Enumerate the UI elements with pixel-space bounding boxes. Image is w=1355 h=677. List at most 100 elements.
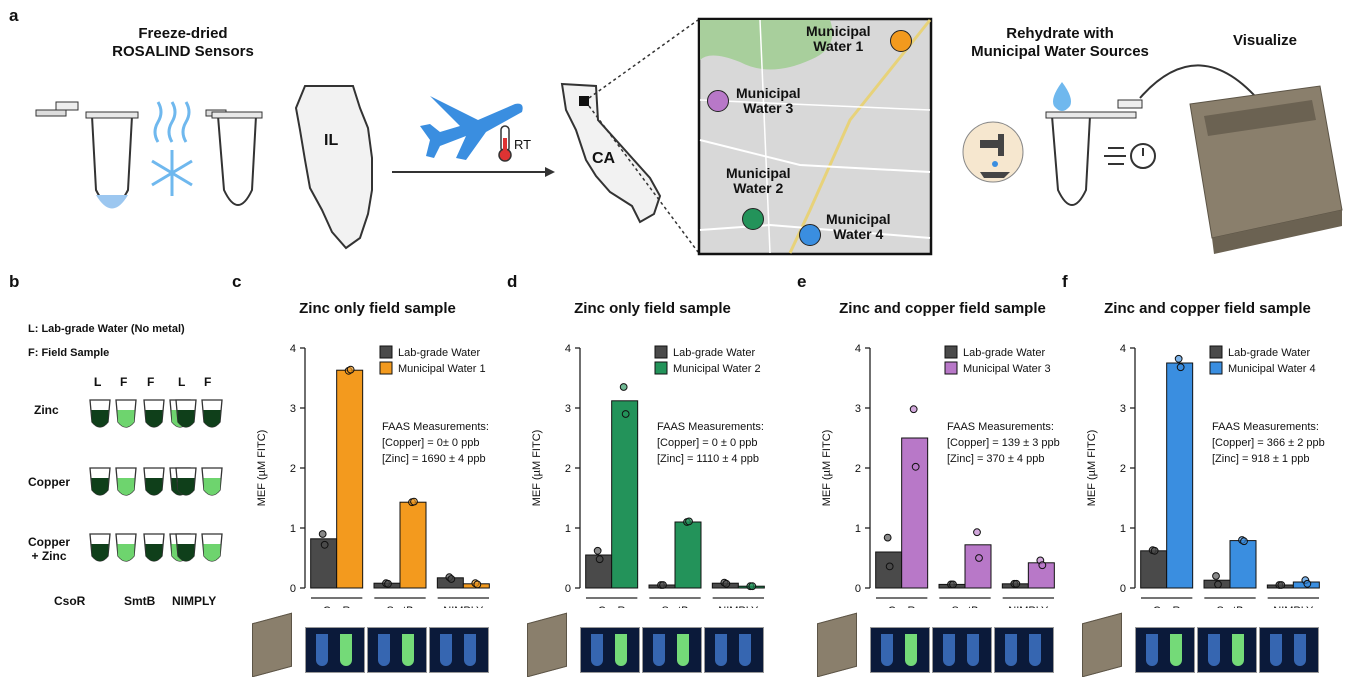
y-axis-label: MEF (µM FITC) xyxy=(531,430,543,507)
panel-label-b: b xyxy=(9,272,20,291)
water-drop-icon xyxy=(1053,82,1071,111)
tube-liquid xyxy=(91,410,109,427)
data-point xyxy=(1150,546,1159,555)
data-point xyxy=(320,540,329,549)
tube-photo xyxy=(870,627,930,673)
legend-swatch xyxy=(944,345,958,359)
map-site-label-2: Municipal Water 2 xyxy=(726,165,791,196)
y-axis-label: MEF (µM FITC) xyxy=(1086,430,1098,507)
data-point xyxy=(659,581,667,589)
y-tick-label: 3 xyxy=(290,403,296,415)
x-tick-label: NIMPLY xyxy=(1008,605,1049,608)
faas-annotation-line: FAAS Measurements: xyxy=(1212,421,1319,433)
tube-liquid xyxy=(145,544,163,561)
airplane-icon xyxy=(420,96,523,160)
empty-tube-icon xyxy=(205,109,263,206)
bar xyxy=(1140,550,1168,589)
legend-entry: Lab-grade Water xyxy=(673,347,755,359)
col-label-l-1: L xyxy=(94,375,102,389)
map-site-layer: Municipal Water 1 Municipal Water 3 Muni… xyxy=(704,20,932,252)
y-axis-label: MEF (µM FITC) xyxy=(821,430,833,507)
tube-photo xyxy=(1259,627,1319,673)
chart-svg: 0 1 2 3 4 MEF (µM FITC) CsoR SmtB NIMPLY Lab-grad… xyxy=(1086,343,1325,608)
data-point xyxy=(909,405,918,414)
legend-swatch xyxy=(1209,361,1223,375)
tube-liquid xyxy=(203,410,221,427)
tube-liquid xyxy=(203,544,221,561)
photo-tube xyxy=(653,634,665,666)
y-tick-label: 3 xyxy=(1120,403,1126,415)
data-point xyxy=(1038,561,1047,570)
faas-annotation-line: FAAS Measurements: xyxy=(947,421,1054,433)
data-point xyxy=(473,580,482,589)
x-tick-label: CsoR xyxy=(888,605,916,608)
chart-panel-f: f Zinc and copper field sample 0 1 2 3 4 MEF (µ… xyxy=(1060,268,1335,608)
y-axis-label: MEF (µM FITC) xyxy=(256,430,268,507)
x-tick-label: CsoR xyxy=(323,605,351,608)
legend-swatch xyxy=(379,361,393,375)
bar xyxy=(336,369,364,589)
photo-tube xyxy=(943,634,955,666)
tube-photo xyxy=(367,627,427,673)
map-site-marker-1 xyxy=(890,30,912,52)
y-tick-label: 0 xyxy=(855,583,861,595)
photo-tube xyxy=(1146,634,1158,666)
y-tick-label: 1 xyxy=(565,523,571,535)
tube-photo xyxy=(1197,627,1257,673)
y-tick-label: 2 xyxy=(565,463,571,475)
legend-entry: Lab-grade Water xyxy=(398,347,480,359)
faas-annotation-line: [Copper] = 0± 0 ppb xyxy=(382,437,479,449)
y-tick-label: 3 xyxy=(855,403,861,415)
data-point xyxy=(885,562,894,571)
sensors-title-line2: ROSALIND Sensors xyxy=(112,43,254,60)
y-tick-label: 4 xyxy=(290,343,296,355)
data-point xyxy=(722,579,731,588)
sensors-title: Freeze-dried ROSALIND Sensors xyxy=(98,25,268,61)
tube-liquid xyxy=(117,410,135,427)
faas-annotation-line: [Copper] = 0 ± 0 ppb xyxy=(657,437,758,449)
y-tick-label: 1 xyxy=(855,523,861,535)
thermometer-icon xyxy=(498,125,512,162)
panel-b-tube-grid xyxy=(89,399,223,562)
y-tick-label: 4 xyxy=(565,343,571,355)
sensor-label-nimply: NIMPLY xyxy=(172,594,217,608)
data-point xyxy=(384,579,392,588)
rehydrate-tube-icon xyxy=(1045,99,1143,206)
visualizer-device-icon xyxy=(1082,612,1122,677)
x-tick-label: CsoR xyxy=(598,605,626,608)
faas-annotation-line: FAAS Measurements: xyxy=(657,421,764,433)
faas-annotation-line: FAAS Measurements: xyxy=(382,421,489,433)
col-label-l-2: L xyxy=(94,375,102,389)
chart-panel-e: e Zinc and copper field sample 0 1 2 3 4 MEF (µ… xyxy=(795,268,1070,608)
data-point xyxy=(1214,580,1222,589)
bar xyxy=(901,437,929,589)
tube-liquid xyxy=(177,478,195,495)
photo-tube xyxy=(316,634,328,666)
photo-tube xyxy=(1170,634,1182,666)
legend-entry: Municipal Water 3 xyxy=(963,363,1051,375)
chart-svg: 0 1 2 3 4 MEF (µM FITC) CsoR SmtB NIMPLY Lab-grad… xyxy=(821,343,1060,608)
chart-svg: 0 1 2 3 4 MEF (µM FITC) CsoR SmtB NIMPLY Lab-grad… xyxy=(256,343,490,608)
x-tick-label: NIMPLY xyxy=(1273,605,1314,608)
x-tick-label: SmtB xyxy=(1217,605,1244,608)
photo-tube xyxy=(615,634,627,666)
tube-liquid xyxy=(177,410,195,427)
map-site-label-3: Municipal Water 3 xyxy=(736,85,801,116)
tube-photo xyxy=(932,627,992,673)
map-site-label-1: Municipal Water 1 xyxy=(806,23,871,54)
chart-title: Zinc only field sample xyxy=(299,300,456,317)
timer-icon xyxy=(1104,143,1156,169)
legend-entry: Municipal Water 2 xyxy=(673,363,761,375)
legend-swatch xyxy=(654,361,668,375)
bar xyxy=(1229,540,1257,589)
bar xyxy=(399,501,427,589)
photo-tube xyxy=(1005,634,1017,666)
data-point xyxy=(1174,354,1183,363)
y-tick-label: 2 xyxy=(290,463,296,475)
photo-tube xyxy=(1029,634,1041,666)
tube-liquid xyxy=(145,410,163,427)
bar xyxy=(674,521,702,589)
data-point xyxy=(911,462,920,471)
data-point xyxy=(1277,581,1286,589)
x-tick-label: NIMPLY xyxy=(443,605,484,608)
